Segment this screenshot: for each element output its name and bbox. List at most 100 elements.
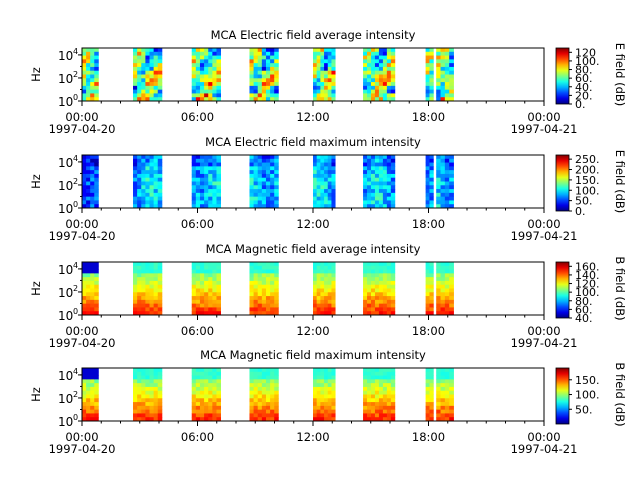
heatmap-cell	[265, 299, 271, 305]
heatmap-cell	[374, 204, 380, 209]
heatmap-cell	[149, 189, 155, 194]
heatmap-cell	[261, 74, 267, 79]
heatmap-cell	[327, 307, 332, 312]
heatmap-cell	[137, 155, 142, 160]
heatmap-cell	[327, 386, 332, 392]
heatmap-cell	[429, 265, 434, 270]
heatmap-cell	[270, 299, 275, 305]
heatmap-cell	[137, 409, 142, 414]
heatmap-cell	[257, 63, 263, 68]
heatmap-cell	[153, 185, 159, 190]
heatmap-cell	[257, 284, 263, 289]
heatmap-cell	[149, 97, 155, 102]
x-date-label: 1997-04-21	[511, 229, 578, 243]
heatmap-cell	[386, 85, 392, 91]
heatmap-cell	[367, 394, 372, 399]
heatmap-cell	[320, 390, 325, 395]
heatmap-cell	[274, 394, 279, 399]
heatmap-cell	[212, 192, 217, 198]
heatmap-cell	[86, 371, 91, 376]
heatmap-cell	[316, 196, 321, 201]
heatmap-cell	[253, 170, 259, 175]
heatmap-cell	[440, 189, 446, 194]
heatmap-cell	[440, 265, 446, 270]
heatmap-cell	[320, 66, 325, 72]
heatmap-cell	[378, 85, 384, 91]
heatmap-cell	[145, 273, 150, 278]
y-tick-label: 10	[58, 286, 73, 300]
heatmap-cell	[382, 311, 388, 316]
heatmap-cell	[257, 383, 263, 388]
heatmap-cell	[370, 402, 376, 407]
heatmap-cell	[390, 296, 396, 301]
heatmap-cell	[425, 59, 430, 64]
colorbar-tick-label: 60.	[575, 72, 593, 85]
heatmap-cell	[249, 177, 254, 182]
heatmap-cell	[436, 82, 441, 87]
heatmap-cell	[449, 375, 454, 380]
heatmap-cell	[320, 166, 325, 171]
heatmap-cell	[449, 417, 454, 422]
heatmap-cell	[149, 405, 155, 411]
heatmap-cell	[153, 66, 159, 72]
heatmap-cell	[261, 93, 267, 98]
x-tick-label: 18:00	[412, 217, 445, 231]
heatmap-cell	[320, 398, 325, 403]
heatmap-cell	[145, 204, 150, 209]
heatmap-cell	[208, 162, 213, 167]
heatmap-cell	[270, 85, 275, 91]
heatmap-cell	[157, 74, 163, 79]
heatmap-cell	[204, 82, 209, 87]
heatmap-cell	[367, 280, 372, 286]
heatmap-cell	[320, 82, 325, 87]
heatmap-cell	[313, 409, 318, 414]
heatmap-cell	[367, 269, 372, 274]
heatmap-cell	[199, 292, 205, 297]
colorbar-label: B field (dB)	[613, 256, 627, 320]
heatmap-cell	[378, 196, 384, 201]
heatmap-cell	[253, 66, 259, 72]
heatmap-cell	[249, 66, 254, 72]
heatmap-cell	[157, 48, 163, 53]
heatmap-cell	[199, 269, 205, 274]
heatmap-cell	[436, 162, 441, 167]
heatmap-cell	[313, 292, 318, 297]
heatmap-cell	[265, 296, 271, 301]
heatmap-cell	[429, 55, 434, 60]
heatmap-cell	[440, 97, 446, 102]
heatmap-cell	[270, 66, 275, 72]
heatmap-cell	[249, 311, 254, 316]
heatmap-block	[313, 155, 336, 209]
heatmap-cell	[94, 413, 99, 418]
heatmap-cell	[261, 204, 267, 209]
heatmap-cell	[363, 85, 368, 91]
heatmap-cell	[212, 55, 217, 60]
heatmap-cell	[212, 177, 217, 182]
heatmap-cell	[313, 405, 318, 411]
heatmap-cell	[320, 402, 325, 407]
heatmap-cell	[363, 375, 368, 380]
heatmap-cell	[370, 55, 376, 60]
heatmap-cell	[374, 59, 380, 64]
heatmap-cell	[212, 413, 217, 418]
heatmap-cell	[378, 66, 384, 72]
heatmap-cell	[370, 398, 376, 403]
heatmap-cell	[382, 74, 388, 79]
heatmap-cell	[249, 70, 254, 75]
heatmap-cell	[374, 390, 380, 395]
heatmap-cell	[444, 262, 450, 267]
heatmap-cell	[261, 70, 267, 75]
heatmap-cell	[440, 277, 446, 282]
heatmap-cell	[153, 303, 159, 308]
heatmap-cell	[216, 375, 221, 380]
heatmap-cell	[86, 288, 91, 293]
heatmap-cell	[440, 158, 446, 163]
heatmap-cell	[90, 85, 95, 91]
heatmap-cell	[94, 379, 99, 384]
heatmap-cell	[320, 409, 325, 414]
heatmap-cell	[363, 93, 368, 98]
heatmap-cell	[327, 74, 332, 79]
colorbar-tick-label: 80.	[575, 295, 593, 308]
heatmap-cell	[149, 262, 155, 267]
heatmap-cell	[316, 185, 321, 190]
